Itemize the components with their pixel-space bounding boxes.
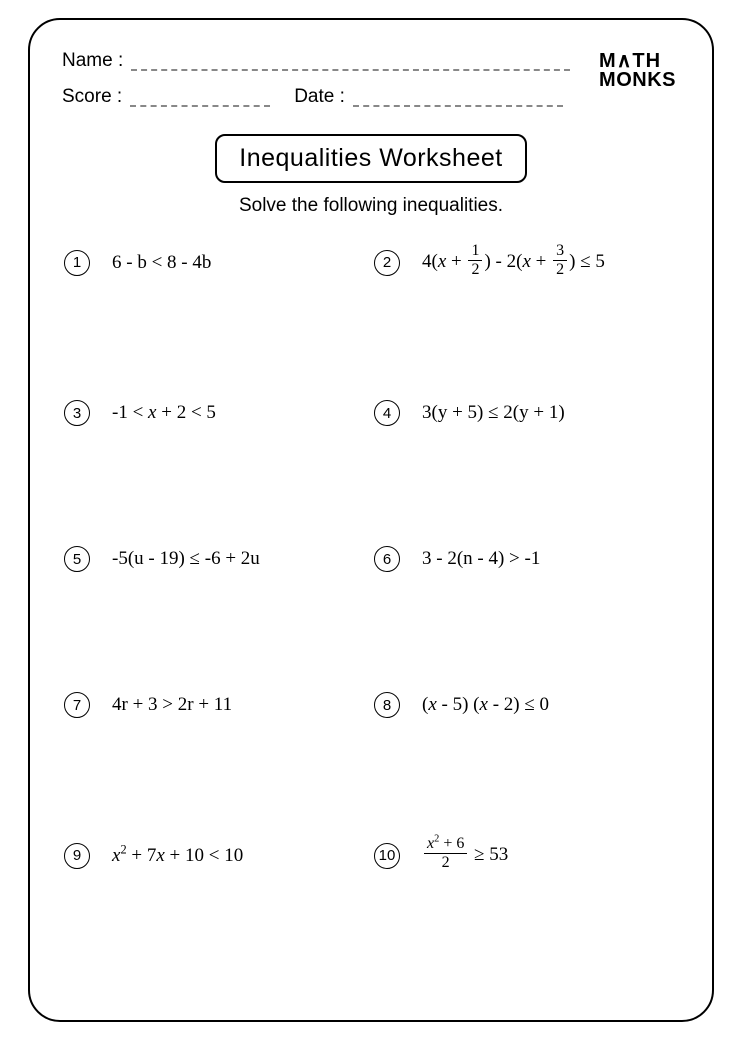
score-date-row: Score : Date : [62, 86, 680, 108]
problem-number: 7 [64, 692, 90, 718]
date-field-line[interactable] [353, 87, 563, 108]
logo-line2: MONKS [599, 71, 676, 90]
problem-item: 1 6 - b < 8 - 4b [64, 245, 370, 280]
score-label: Score : [62, 86, 122, 108]
brand-logo: M∧TH MONKS [599, 52, 676, 90]
problem-number: 9 [64, 843, 90, 869]
problem-number: 3 [64, 400, 90, 426]
problem-item: 2 4(x + 12) - 2(x + 32) ≤ 5 [374, 245, 680, 280]
date-label: Date : [294, 86, 345, 108]
problem-item: 8 (x - 5) (x - 2) ≤ 0 [374, 692, 680, 718]
problem-number: 8 [374, 692, 400, 718]
name-field-line[interactable] [131, 51, 570, 72]
problem-expression: -5(u - 19) ≤ -6 + 2u [112, 548, 260, 570]
problem-number: 2 [374, 250, 400, 276]
problem-expression: 4(x + 12) - 2(x + 32) ≤ 5 [422, 245, 605, 280]
problem-item: 5 -5(u - 19) ≤ -6 + 2u [64, 546, 370, 572]
problem-expression: (x - 5) (x - 2) ≤ 0 [422, 694, 549, 716]
problem-grid: 1 6 - b < 8 - 4b 2 4(x + 12) - 2(x + 32)… [62, 245, 680, 873]
problem-expression: 3(y + 5) ≤ 2(y + 1) [422, 402, 565, 424]
problem-number: 5 [64, 546, 90, 572]
title-container: Inequalities Worksheet [62, 134, 680, 183]
problem-expression: 4r + 3 > 2r + 11 [112, 694, 232, 716]
problem-item: 3 -1 < x + 2 < 5 [64, 400, 370, 426]
problem-expression: x2 + 7x + 10 < 10 [112, 845, 243, 867]
problem-item: 10 x2 + 62 ≥ 53 [374, 838, 680, 873]
problem-item: 6 3 - 2(n - 4) > -1 [374, 546, 680, 572]
problem-number: 4 [374, 400, 400, 426]
problem-item: 7 4r + 3 > 2r + 11 [64, 692, 370, 718]
score-field-line[interactable] [130, 87, 270, 108]
problem-item: 9 x2 + 7x + 10 < 10 [64, 838, 370, 873]
problem-number: 10 [374, 843, 400, 869]
problem-expression: 6 - b < 8 - 4b [112, 252, 211, 274]
worksheet-title: Inequalities Worksheet [215, 134, 526, 183]
worksheet-subtitle: Solve the following inequalities. [62, 195, 680, 217]
problem-expression: 3 - 2(n - 4) > -1 [422, 548, 540, 570]
problem-expression: -1 < x + 2 < 5 [112, 402, 216, 424]
problem-expression: x2 + 62 ≥ 53 [422, 838, 508, 873]
problem-number: 1 [64, 250, 90, 276]
name-row: Name : [62, 50, 680, 72]
name-label: Name : [62, 50, 123, 72]
problem-number: 6 [374, 546, 400, 572]
worksheet-frame: M∧TH MONKS Name : Score : Date : Inequal… [28, 18, 714, 1022]
problem-item: 4 3(y + 5) ≤ 2(y + 1) [374, 400, 680, 426]
